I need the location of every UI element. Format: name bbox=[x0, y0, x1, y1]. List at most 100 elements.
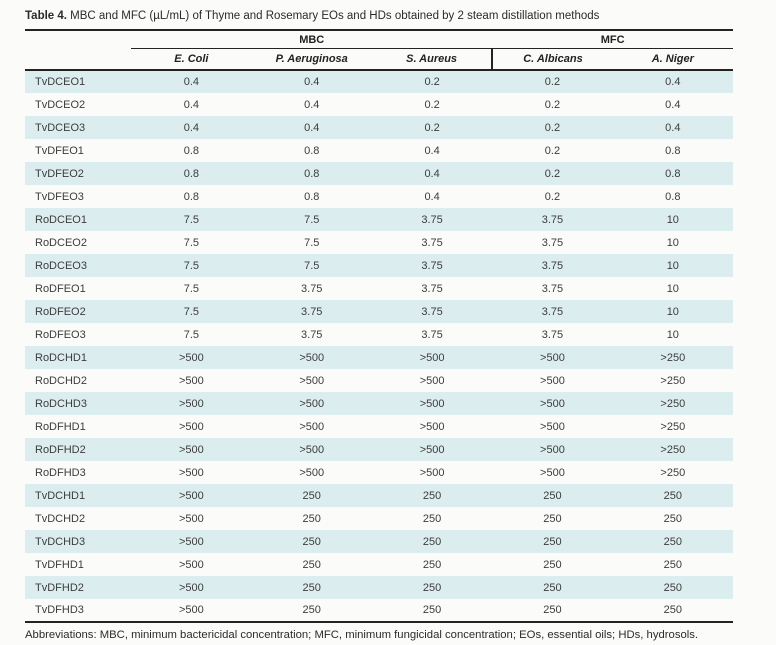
sample-label-cell: RoDFEO3 bbox=[35, 328, 86, 341]
value-cell: >500 bbox=[178, 351, 204, 364]
value-cell: >250 bbox=[660, 397, 686, 410]
value-cell: 3.75 bbox=[421, 305, 443, 318]
value-cell: 250 bbox=[543, 489, 562, 502]
value-cell: 7.5 bbox=[183, 328, 200, 341]
table-row: TvDFHD3 >500 250 250 250 250 bbox=[25, 599, 733, 622]
value-cell: 7.5 bbox=[183, 305, 200, 318]
value-cell: 0.8 bbox=[183, 167, 200, 180]
value-cell: 0.4 bbox=[424, 144, 440, 157]
value-cell: 250 bbox=[422, 604, 442, 616]
table-caption: Table 4. MBC and MFC (µL/mL) of Thyme an… bbox=[25, 9, 733, 31]
value-cell: 3.75 bbox=[421, 213, 443, 226]
value-cell: 7.5 bbox=[183, 282, 200, 295]
value-cell: 0.2 bbox=[544, 76, 561, 88]
value-cell: 3.75 bbox=[301, 282, 323, 295]
sample-label-cell: RoDCEO3 bbox=[35, 259, 87, 272]
table-caption-text: MBC and MFC (µL/mL) of Thyme and Rosemar… bbox=[66, 10, 600, 22]
value-cell: 0.8 bbox=[304, 144, 320, 157]
abbreviations-footnote: Abbreviations: MBC, minimum bactericidal… bbox=[25, 629, 699, 641]
value-cell: 0.2 bbox=[544, 121, 561, 134]
value-cell: 0.4 bbox=[304, 121, 320, 134]
value-cell: 250 bbox=[302, 512, 321, 525]
table-row: TvDCHD1 >500 250 250 250 250 bbox=[25, 484, 733, 507]
value-cell: 3.75 bbox=[541, 305, 564, 318]
column-header-spacer bbox=[25, 48, 132, 71]
column-header-ecoli: E. Coli bbox=[131, 48, 252, 71]
table-row: RoDCHD2 >500 >500 >500 >500 >250 bbox=[25, 369, 733, 392]
value-cell: >250 bbox=[660, 466, 686, 479]
value-cell: 3.75 bbox=[541, 282, 564, 295]
value-cell: >500 bbox=[178, 512, 204, 525]
value-cell: >500 bbox=[419, 420, 445, 433]
value-cell: >250 bbox=[660, 351, 686, 364]
value-cell: 10 bbox=[666, 213, 679, 226]
value-cell: >500 bbox=[178, 397, 204, 410]
table-row: TvDCEO1 0.4 0.4 0.2 0.2 0.4 bbox=[25, 70, 733, 93]
value-cell: 250 bbox=[663, 535, 682, 548]
table-row: RoDFHD3 >500 >500 >500 >500 >250 bbox=[25, 461, 733, 484]
sample-label-cell: TvDCEO1 bbox=[35, 76, 86, 88]
value-cell: 10 bbox=[666, 305, 679, 318]
value-cell: 0.2 bbox=[424, 76, 440, 88]
value-cell: 250 bbox=[422, 489, 442, 502]
value-cell: 250 bbox=[663, 581, 682, 594]
sample-label-cell: RoDFHD1 bbox=[35, 420, 86, 433]
table-row: TvDCHD2 >500 250 250 250 250 bbox=[25, 507, 733, 530]
value-cell: 7.5 bbox=[183, 236, 200, 249]
value-cell: 250 bbox=[422, 512, 442, 525]
value-cell: >500 bbox=[540, 374, 565, 387]
table-caption-label: Table 4. bbox=[25, 10, 67, 22]
column-header-calbicans: C. Albicans bbox=[491, 48, 613, 71]
value-cell: >500 bbox=[419, 443, 445, 456]
value-cell: 0.2 bbox=[544, 144, 561, 157]
sample-label-cell: RoDFHD3 bbox=[35, 466, 86, 479]
value-cell: >500 bbox=[299, 443, 325, 456]
value-cell: 250 bbox=[302, 535, 321, 548]
group-header-spacer bbox=[25, 31, 131, 49]
sample-label-cell: TvDFEO1 bbox=[35, 144, 84, 157]
value-cell: 250 bbox=[302, 604, 321, 616]
sample-label-cell: TvDCEO2 bbox=[35, 98, 86, 111]
table-row: RoDFEO2 7.5 3.75 3.75 3.75 10 bbox=[25, 300, 733, 323]
sample-label-cell: RoDCHD2 bbox=[35, 374, 87, 387]
sample-label-cell: RoDCHD1 bbox=[35, 351, 87, 364]
value-cell: 0.4 bbox=[183, 121, 200, 134]
table-row: TvDCEO3 0.4 0.4 0.2 0.2 0.4 bbox=[25, 116, 733, 139]
value-cell: 10 bbox=[666, 236, 679, 249]
value-cell: >250 bbox=[660, 374, 686, 387]
value-cell: 250 bbox=[663, 604, 682, 616]
group-header-mfc: MFC bbox=[492, 31, 733, 49]
value-cell: 250 bbox=[543, 535, 562, 548]
value-cell: 3.75 bbox=[421, 328, 443, 341]
sample-label-cell: RoDCEO2 bbox=[35, 236, 87, 249]
value-cell: 3.75 bbox=[541, 236, 564, 249]
value-cell: 0.8 bbox=[665, 167, 681, 180]
value-cell: >500 bbox=[540, 466, 565, 479]
sample-label-cell: RoDCHD3 bbox=[35, 397, 87, 410]
group-header-row: MBC MFC bbox=[25, 31, 733, 49]
value-cell: >500 bbox=[299, 351, 325, 364]
value-cell: 0.2 bbox=[424, 98, 440, 111]
value-cell: >500 bbox=[419, 397, 445, 410]
value-cell: 10 bbox=[666, 282, 679, 295]
value-cell: >250 bbox=[660, 420, 686, 433]
table-row: TvDFHD1 >500 250 250 250 250 bbox=[25, 553, 733, 576]
sample-label-cell: RoDFHD2 bbox=[35, 443, 86, 456]
value-cell: >500 bbox=[178, 489, 204, 502]
value-cell: 3.75 bbox=[541, 213, 564, 226]
table-row: RoDCHD1 >500 >500 >500 >500 >250 bbox=[25, 346, 733, 369]
group-header-mbc: MBC bbox=[131, 31, 493, 49]
value-cell: 3.75 bbox=[301, 328, 323, 341]
value-cell: 0.4 bbox=[665, 76, 681, 88]
value-cell: 3.75 bbox=[541, 259, 564, 272]
value-cell: 3.75 bbox=[421, 236, 443, 249]
value-cell: 0.2 bbox=[424, 121, 440, 134]
sample-label-cell: TvDCHD3 bbox=[35, 535, 86, 548]
value-cell: >500 bbox=[540, 420, 565, 433]
value-cell: 0.4 bbox=[424, 190, 440, 203]
value-cell: 250 bbox=[422, 558, 442, 571]
column-header-paeruginosa: P. Aeruginosa bbox=[251, 48, 372, 71]
value-cell: 250 bbox=[663, 558, 682, 571]
value-cell: 3.75 bbox=[421, 259, 443, 272]
value-cell: >500 bbox=[299, 374, 325, 387]
